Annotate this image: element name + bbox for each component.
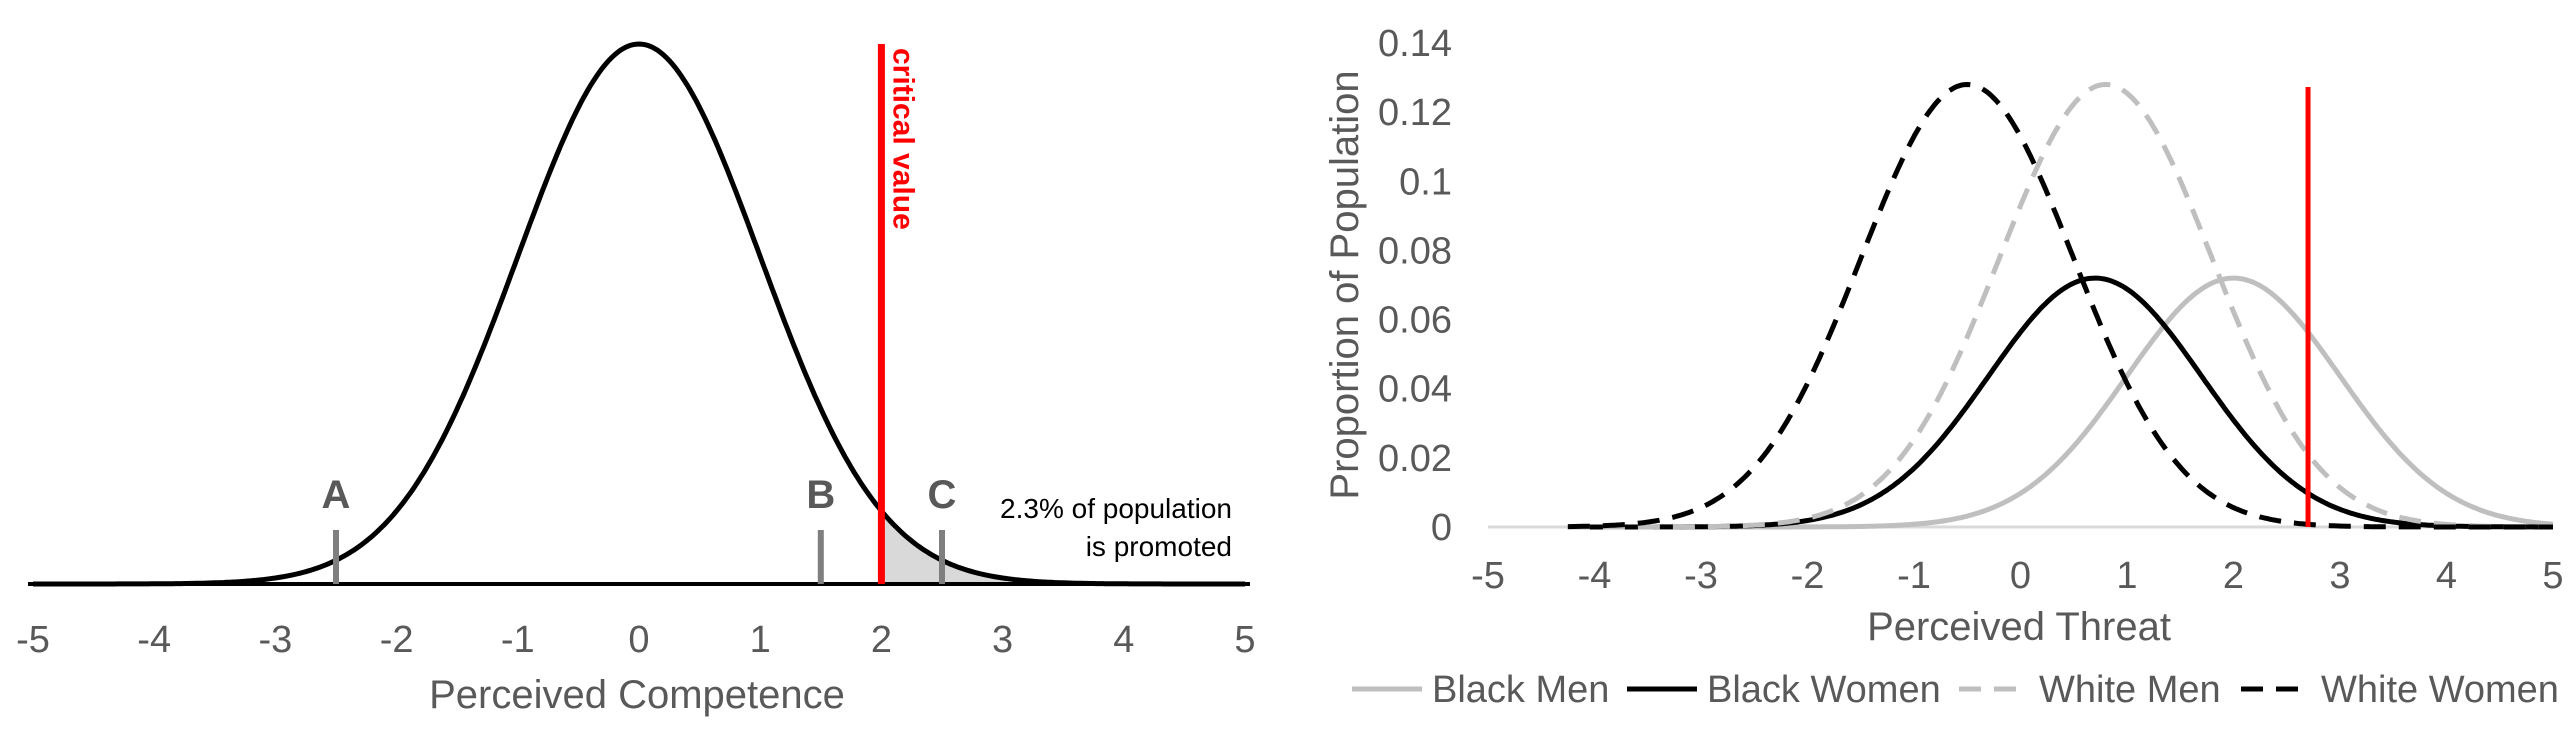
series-black-women bbox=[1567, 275, 2553, 530]
x-axis-title: Perceived Threat bbox=[1867, 605, 2171, 649]
marker-b-label: B bbox=[806, 473, 835, 517]
x-tick-label: 2 bbox=[871, 619, 892, 661]
series-white-women bbox=[1567, 81, 2553, 530]
x-tick-label: -2 bbox=[1791, 555, 1825, 597]
threat-chart: 0 0.02 0.04 0.06 0.08 0.1 0.12 0.14 -5 -4 -3 -2 -1 0… bbox=[1323, 23, 2564, 711]
x-tick-label: -4 bbox=[1578, 555, 1612, 597]
x-tick-label: 5 bbox=[2542, 555, 2563, 597]
x-tick-label: 1 bbox=[750, 619, 771, 661]
x-tick-labels: -5 -4 -3 -2 -1 0 1 2 3 4 5 bbox=[1471, 555, 2563, 597]
marker-c-label: C bbox=[928, 473, 957, 517]
legend-label: White Women bbox=[2321, 669, 2559, 711]
promoted-region-shading bbox=[881, 510, 1245, 584]
promoted-annotation-line1: 2.3% of population bbox=[1000, 493, 1232, 524]
y-tick-label: 0.02 bbox=[1378, 438, 1452, 480]
x-tick-label: -5 bbox=[1471, 555, 1505, 597]
x-tick-label: -1 bbox=[501, 619, 535, 661]
legend-label: White Men bbox=[2039, 669, 2221, 711]
x-tick-label: 2 bbox=[2223, 555, 2244, 597]
series-black-men bbox=[1567, 275, 2554, 530]
y-tick-label: 0.1 bbox=[1399, 161, 1452, 203]
x-tick-label: 4 bbox=[1113, 619, 1134, 661]
x-tick-label: 3 bbox=[992, 619, 1013, 661]
x-tick-labels: -5 -4 -3 -2 -1 0 1 2 3 4 5 bbox=[16, 619, 1255, 661]
x-axis-title: Perceived Competence bbox=[429, 673, 845, 717]
x-tick-label: -1 bbox=[1897, 555, 1931, 597]
y-tick-label: 0.14 bbox=[1378, 23, 1452, 65]
x-tick-label: 1 bbox=[2116, 555, 2137, 597]
x-tick-label: -3 bbox=[259, 619, 293, 661]
x-tick-label: 0 bbox=[628, 619, 649, 661]
y-axis-title: Proportion of Population bbox=[1323, 70, 1367, 499]
competence-chart: A B C critical value 2.3% of population is… bbox=[16, 41, 1256, 717]
y-tick-labels: 0 0.02 0.04 0.06 0.08 0.1 0.12 0.14 bbox=[1378, 23, 1452, 549]
legend: Black Men Black Women White Men White Women bbox=[1352, 669, 2559, 711]
marker-group: A B C bbox=[322, 473, 957, 584]
y-tick-label: 0.12 bbox=[1378, 92, 1452, 134]
legend-label: Black Women bbox=[1707, 669, 1941, 711]
x-tick-label: 3 bbox=[2329, 555, 2350, 597]
x-tick-label: 0 bbox=[2010, 555, 2031, 597]
critical-value-label: critical value bbox=[886, 48, 919, 230]
y-tick-label: 0.06 bbox=[1378, 300, 1452, 342]
x-tick-label: 5 bbox=[1234, 619, 1255, 661]
promoted-annotation-line2: is promoted bbox=[1086, 531, 1232, 562]
y-tick-label: 0.08 bbox=[1378, 230, 1452, 272]
x-tick-label: -2 bbox=[380, 619, 414, 661]
x-tick-label: -3 bbox=[1684, 555, 1718, 597]
x-tick-label: -4 bbox=[137, 619, 171, 661]
series-group bbox=[1567, 81, 2554, 530]
competence-curve bbox=[33, 41, 1245, 587]
legend-label: Black Men bbox=[1432, 669, 1609, 711]
y-tick-label: 0.04 bbox=[1378, 369, 1452, 411]
x-tick-label: -5 bbox=[16, 619, 50, 661]
x-tick-label: 4 bbox=[2436, 555, 2457, 597]
y-tick-label: 0 bbox=[1431, 507, 1452, 549]
marker-a-label: A bbox=[322, 473, 351, 517]
